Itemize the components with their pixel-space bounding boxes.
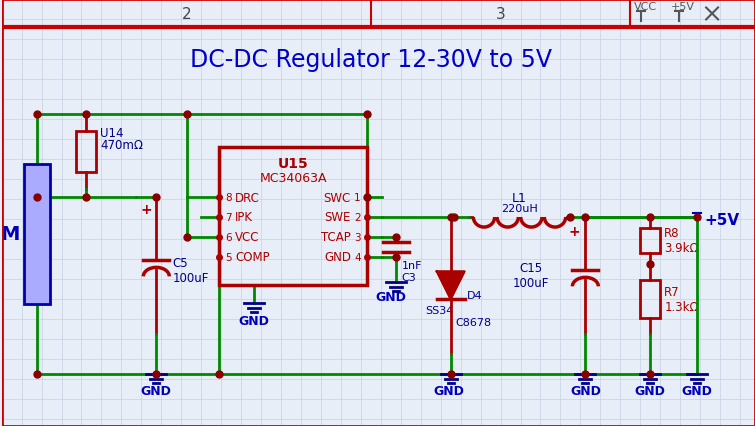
Text: 2: 2 [181,7,191,22]
Text: GND: GND [239,314,270,328]
Text: 220uH: 220uH [501,204,538,213]
Text: 2: 2 [354,213,361,222]
Text: COMP: COMP [235,251,270,264]
Text: C5
100uF: C5 100uF [172,257,208,285]
Text: GND: GND [635,384,666,397]
Text: 1: 1 [354,193,361,202]
Text: 7: 7 [225,213,232,222]
Text: 1nF: 1nF [402,260,422,270]
Text: 8: 8 [225,193,232,202]
Text: 4: 4 [354,252,361,262]
Text: GND: GND [141,384,171,397]
Text: R7
1.3kΩ: R7 1.3kΩ [664,285,699,313]
Text: U14: U14 [100,127,124,139]
Text: C15
100uF: C15 100uF [513,262,549,290]
Text: +: + [569,225,581,239]
Text: VCC: VCC [633,3,657,12]
Text: DRC: DRC [235,191,260,204]
Polygon shape [436,272,464,299]
Text: DC-DC Regulator 12-30V to 5V: DC-DC Regulator 12-30V to 5V [190,48,552,72]
Text: 3: 3 [354,233,361,242]
Text: 6: 6 [225,233,232,242]
Bar [23,165,50,304]
Bar [640,280,660,318]
Bar [76,132,97,173]
Bar [219,148,367,285]
Text: SS34: SS34 [426,305,454,316]
Text: C3: C3 [402,272,417,282]
Text: L1: L1 [512,191,527,204]
Text: GND: GND [570,384,601,397]
Text: TCAP: TCAP [321,231,351,244]
Text: +5V: +5V [704,213,739,228]
Text: D4: D4 [467,291,482,301]
Text: C8678: C8678 [456,317,492,328]
Text: GND: GND [433,384,464,397]
Text: 3: 3 [496,7,505,22]
Text: VCC: VCC [235,231,260,244]
Text: 470mΩ: 470mΩ [100,138,143,151]
Text: +5V: +5V [671,3,695,12]
Text: MC34063A: MC34063A [259,171,327,184]
Text: +: + [140,202,153,216]
Text: 5: 5 [225,252,232,262]
Text: GND: GND [375,291,406,304]
Text: +12V: +12V [30,217,43,252]
Text: SWC: SWC [324,191,351,204]
Text: M: M [0,225,20,244]
Bar [640,228,660,254]
Text: SWE: SWE [325,211,351,224]
Text: U15: U15 [278,157,308,171]
Text: GND: GND [682,384,713,397]
Text: IPK: IPK [235,211,253,224]
Text: R8
3.9kΩ: R8 3.9kΩ [664,227,699,255]
Text: GND: GND [324,251,351,264]
